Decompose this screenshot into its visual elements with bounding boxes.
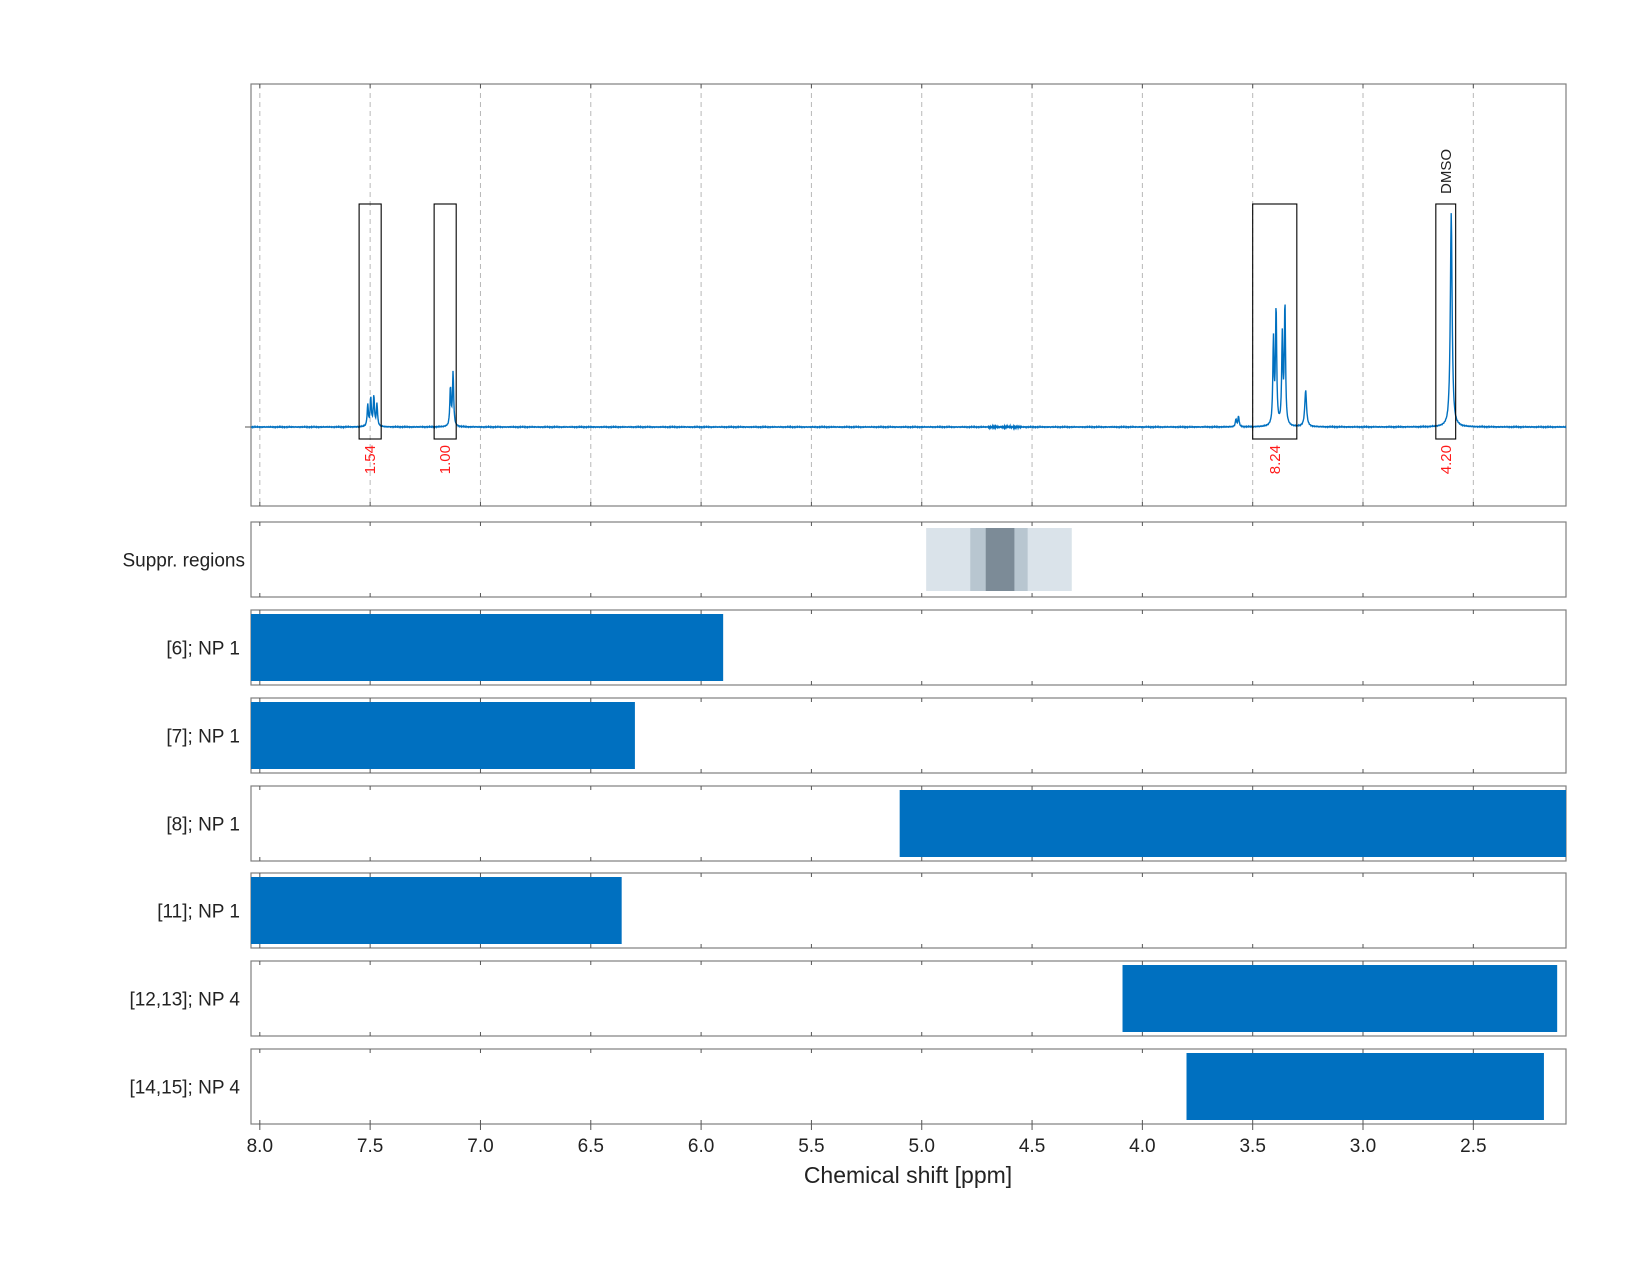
peak-label-dmso: DMSO <box>1438 149 1455 194</box>
x-tick-label: 8.0 <box>247 1136 273 1157</box>
range-bar <box>251 877 622 944</box>
x-tick-label: 5.0 <box>909 1136 935 1157</box>
x-tick-label: 5.5 <box>798 1136 824 1157</box>
range-row-label: [12,13]; NP 4 <box>129 990 240 1011</box>
suppression-band <box>985 528 1015 591</box>
range-bar <box>899 790 1566 857</box>
x-tick-label: 4.5 <box>1019 1136 1045 1157</box>
x-tick-label: 7.0 <box>467 1136 493 1157</box>
x-axis: Chemical shift [ppm] 8.0 7.5 7.0 6.5 6.0 5.5 5… <box>247 84 1487 1188</box>
suppression-label: Suppr. regions <box>122 551 245 572</box>
integral-label: 4.20 <box>1438 445 1455 474</box>
x-tick-label: 4.0 <box>1129 1136 1155 1157</box>
range-bar <box>251 702 635 769</box>
x-axis-label: Chemical shift [ppm] <box>804 1162 1012 1188</box>
integral-label: 8.24 <box>1267 445 1284 474</box>
x-tick-label: 6.0 <box>688 1136 714 1157</box>
spectrum-panel: 1.54 1.00 8.24 4.20 DMSO <box>245 83 1567 507</box>
integration-box <box>1435 203 1457 440</box>
grid-layer <box>259 84 1474 506</box>
integration-box <box>358 203 382 440</box>
x-tick-label: 3.0 <box>1350 1136 1376 1157</box>
integration-box <box>433 203 457 440</box>
x-tick-label: 3.5 <box>1239 1136 1265 1157</box>
x-tick-label: 6.5 <box>578 1136 604 1157</box>
range-bar <box>1186 1053 1544 1120</box>
range-bar <box>1122 965 1558 1032</box>
x-tick-label: 2.5 <box>1460 1136 1486 1157</box>
suppression-frame <box>250 521 1567 598</box>
spectrum-frame <box>250 83 1567 507</box>
range-row-frame <box>250 1048 1567 1125</box>
range-row-frame <box>250 960 1567 1037</box>
range-bar <box>251 614 724 681</box>
range-row-label: [8]; NP 1 <box>166 815 240 836</box>
range-row-label: [7]; NP 1 <box>166 727 240 748</box>
range-row-label: [6]; NP 1 <box>166 639 240 660</box>
integration-box <box>1252 203 1298 440</box>
range-row-label: [11]; NP 1 <box>157 902 240 923</box>
integral-label: 1.00 <box>437 445 454 474</box>
integral-label: 1.54 <box>362 445 379 474</box>
range-rows: Suppr. regions [6]; NP 1 [7]; NP 1 [8]; NP … <box>122 521 1567 1125</box>
range-row-label: [14,15]; NP 4 <box>129 1078 240 1099</box>
spectrum-trace <box>250 213 1567 431</box>
x-tick-label: 7.5 <box>357 1136 383 1157</box>
